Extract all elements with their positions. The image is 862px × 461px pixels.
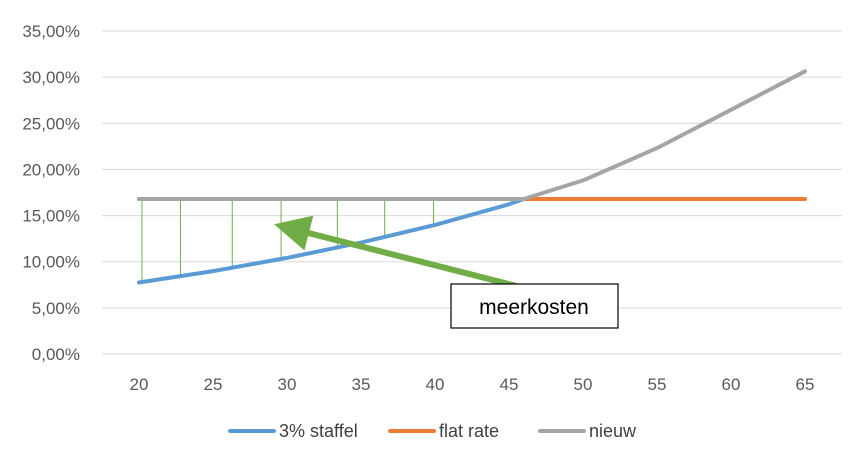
y-tick-label: 25,00% [22, 114, 80, 133]
y-tick-label: 30,00% [22, 68, 80, 87]
y-tick-label: 15,00% [22, 207, 80, 226]
meerkosten-label-box [450, 283, 619, 329]
x-tick-label: 25 [204, 375, 223, 394]
legend: 3% staffel flat rate nieuw [228, 421, 637, 441]
x-tick-label: 50 [574, 375, 593, 394]
legend-label: nieuw [589, 421, 637, 441]
series-lines [137, 69, 807, 285]
y-tick-label: 35,00% [22, 22, 80, 41]
x-tick-label: 60 [722, 375, 741, 394]
meerkosten-label: meerkosten [479, 296, 589, 319]
y-tick-label: 20,00% [22, 160, 80, 179]
x-axis-tick-labels: 20 25 30 35 40 45 50 55 60 65 [130, 375, 815, 394]
meerkosten-hatch [141, 198, 435, 283]
x-tick-label: 55 [648, 375, 667, 394]
legend-label: 3% staffel [279, 421, 358, 441]
x-tick-label: 35 [352, 375, 371, 394]
gridlines [102, 30, 842, 355]
x-tick-label: 30 [278, 375, 297, 394]
x-tick-label: 45 [500, 375, 519, 394]
meerkosten-arrow [274, 215, 531, 293]
y-tick-label: 5,00% [32, 299, 80, 318]
y-tick-label: 0,00% [32, 345, 80, 364]
x-tick-label: 20 [130, 375, 149, 394]
y-tick-label: 10,00% [22, 253, 80, 272]
x-tick-label: 40 [426, 375, 445, 394]
x-tick-label: 65 [796, 375, 815, 394]
series-line-3-staffel [137, 197, 526, 285]
legend-label: flat rate [439, 421, 499, 441]
meerkosten-annotation: meerkosten [274, 215, 619, 329]
series-line-nieuw [137, 69, 807, 201]
y-axis-tick-labels: 0,00% 5,00% 10,00% 15,00% 20,00% 25,00% 30,00%… [22, 22, 80, 364]
